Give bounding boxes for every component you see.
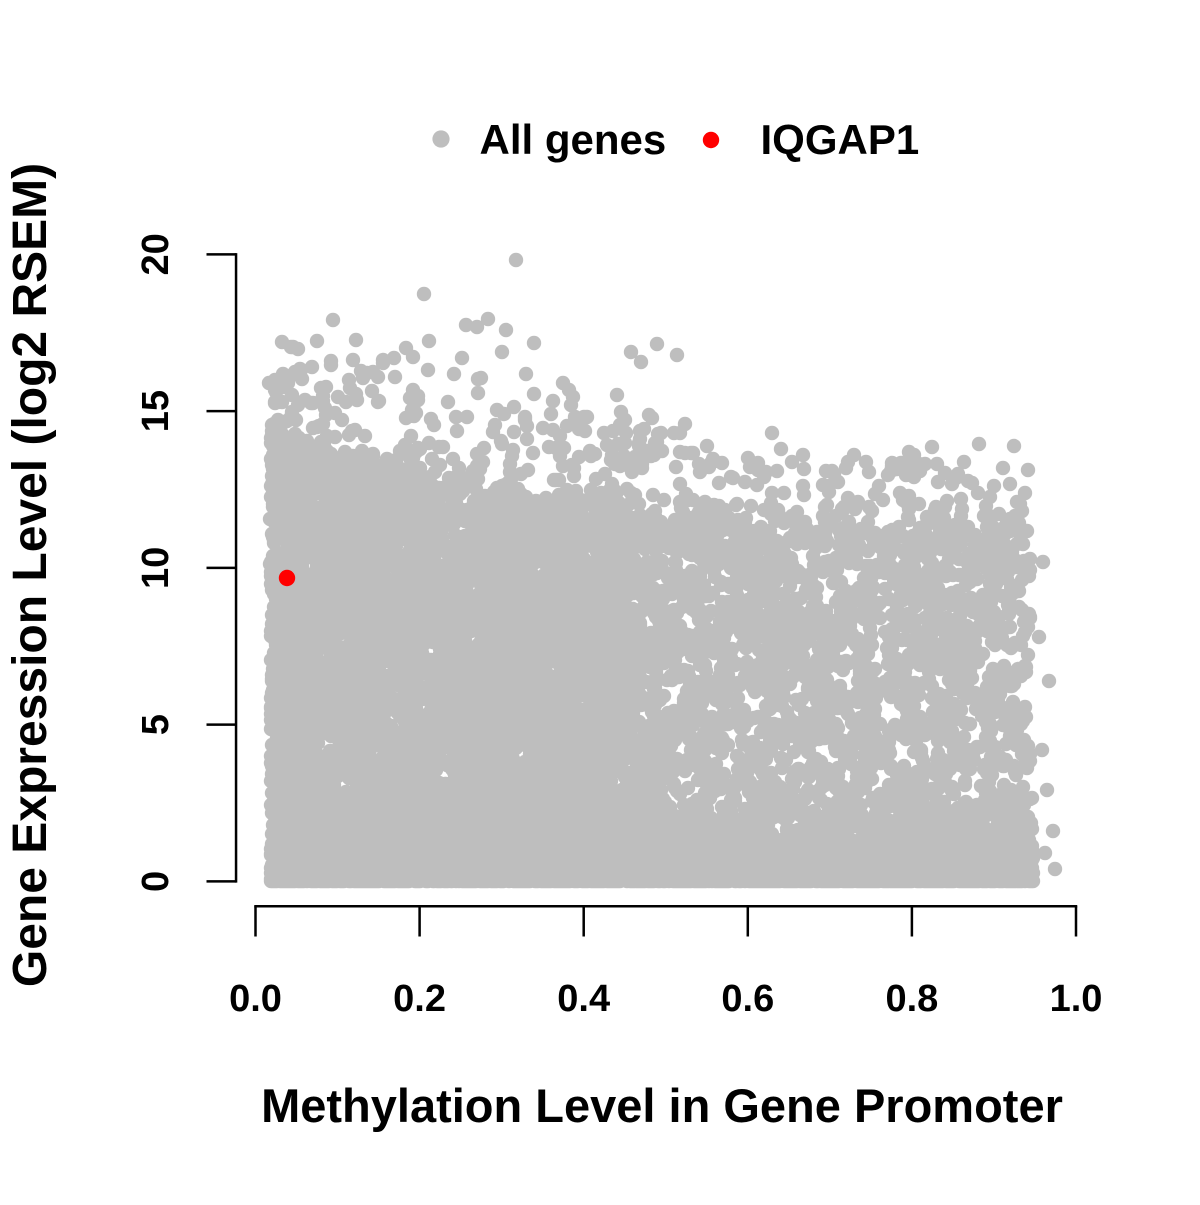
svg-text:10: 10: [135, 547, 177, 589]
svg-text:0.2: 0.2: [393, 978, 446, 1020]
svg-text:1.0: 1.0: [1050, 978, 1103, 1020]
svg-text:Methylation Level in Gene Prom: Methylation Level in Gene Promoter: [261, 1079, 1063, 1132]
svg-text:All genes: All genes: [480, 116, 667, 163]
svg-text:IQGAP1: IQGAP1: [761, 116, 920, 163]
svg-text:20: 20: [135, 233, 177, 275]
svg-text:0.4: 0.4: [557, 978, 610, 1020]
svg-text:5: 5: [135, 714, 177, 735]
svg-text:Gene Expression Level (log2 RS: Gene Expression Level (log2 RSEM): [4, 163, 57, 987]
svg-text:0: 0: [135, 871, 177, 892]
svg-text:15: 15: [135, 390, 177, 432]
svg-text:0.8: 0.8: [885, 978, 938, 1020]
svg-text:0.6: 0.6: [721, 978, 774, 1020]
svg-text:0.0: 0.0: [229, 978, 282, 1020]
